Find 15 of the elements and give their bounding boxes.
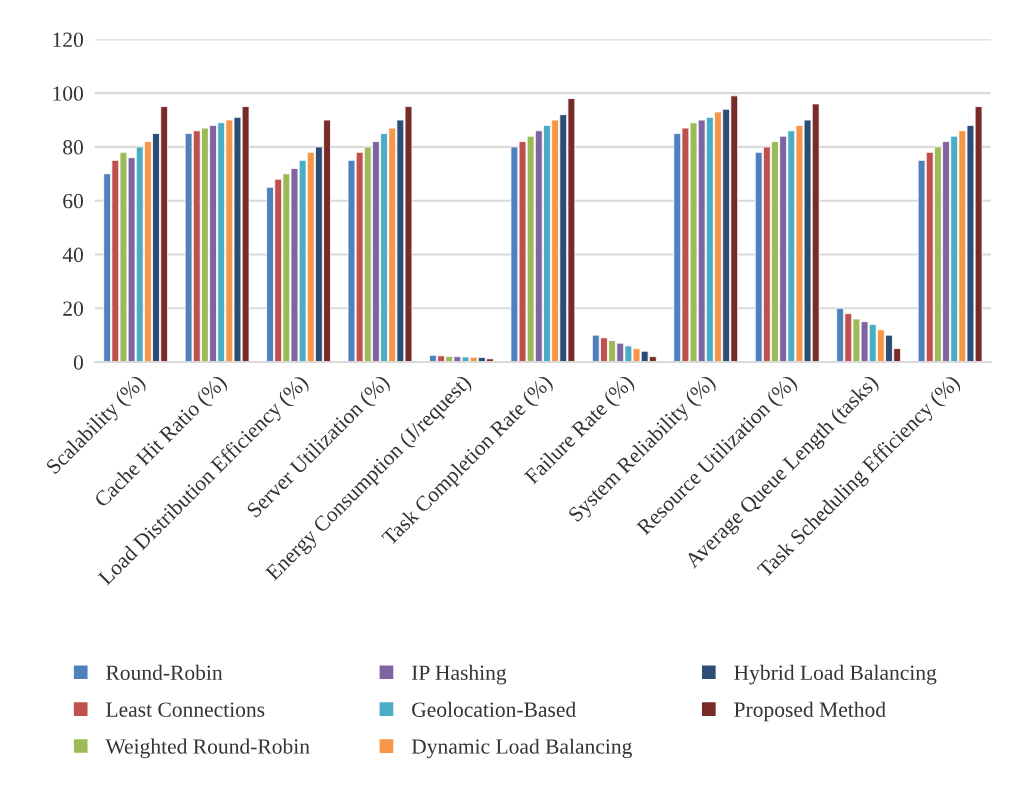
y-tick-label: 80 [63, 140, 84, 155]
legend-label: Round-Robin [106, 664, 223, 680]
legend-label: Least Connections [106, 702, 265, 717]
legend-label: Geolocation-Based [412, 701, 576, 717]
legend-label: Weighted Round-Robin [105, 738, 310, 759]
legend-label: IP Hashing [411, 664, 507, 685]
y-tick-label: 100 [53, 86, 84, 101]
y-tick-label: 40 [62, 247, 84, 263]
y-tick-label: 120 [53, 32, 84, 48]
y-tick-label: 60 [63, 193, 84, 209]
y-tick-label: 0 [73, 355, 84, 370]
y-tick-label: 20 [63, 301, 84, 316]
legend-label: Dynamic Load Balancing [411, 738, 632, 759]
legend-label: Proposed Method [734, 701, 886, 722]
legend-label: Hybrid Load Balancing [734, 664, 937, 685]
